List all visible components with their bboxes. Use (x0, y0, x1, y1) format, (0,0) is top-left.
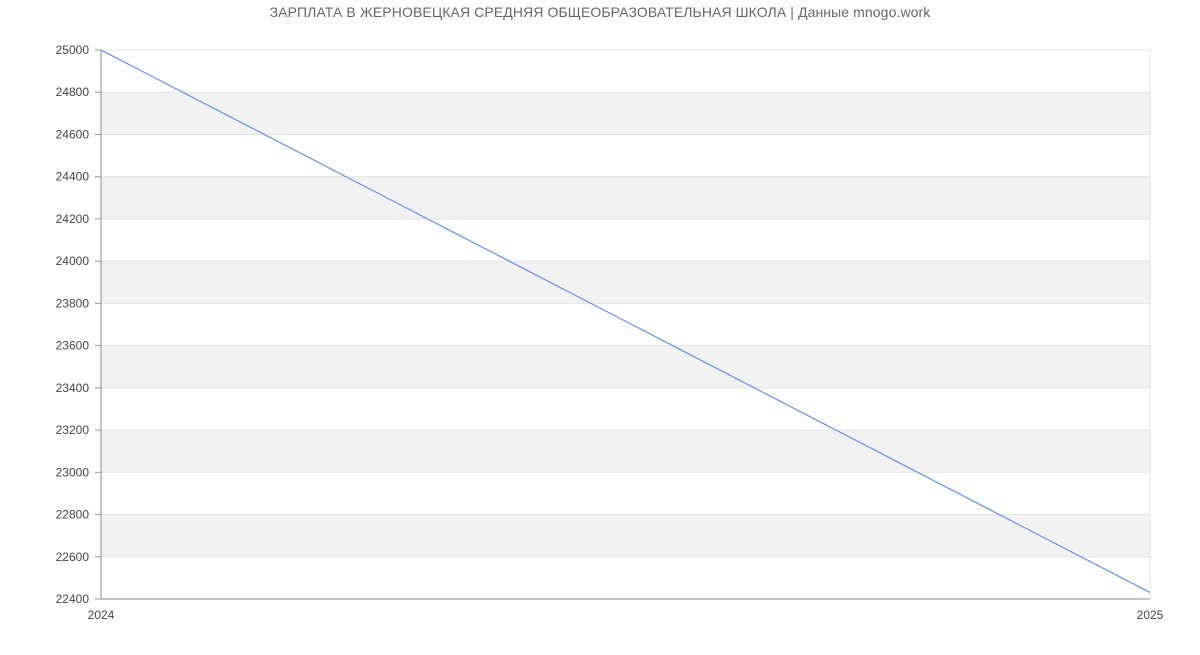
svg-text:23000: 23000 (56, 465, 90, 479)
svg-text:23600: 23600 (56, 339, 90, 353)
svg-text:24800: 24800 (56, 85, 90, 99)
svg-text:2024: 2024 (88, 608, 115, 622)
svg-text:23800: 23800 (56, 296, 90, 310)
svg-text:2025: 2025 (1137, 608, 1164, 622)
svg-text:24000: 24000 (56, 254, 90, 268)
svg-text:23400: 23400 (56, 381, 90, 395)
svg-text:22400: 22400 (56, 592, 90, 606)
svg-text:24400: 24400 (56, 170, 90, 184)
svg-text:24200: 24200 (56, 212, 90, 226)
svg-text:24600: 24600 (56, 127, 90, 141)
svg-text:22600: 22600 (56, 550, 90, 564)
svg-text:23200: 23200 (56, 423, 90, 437)
svg-text:25000: 25000 (56, 43, 90, 57)
svg-text:22800: 22800 (56, 508, 90, 522)
